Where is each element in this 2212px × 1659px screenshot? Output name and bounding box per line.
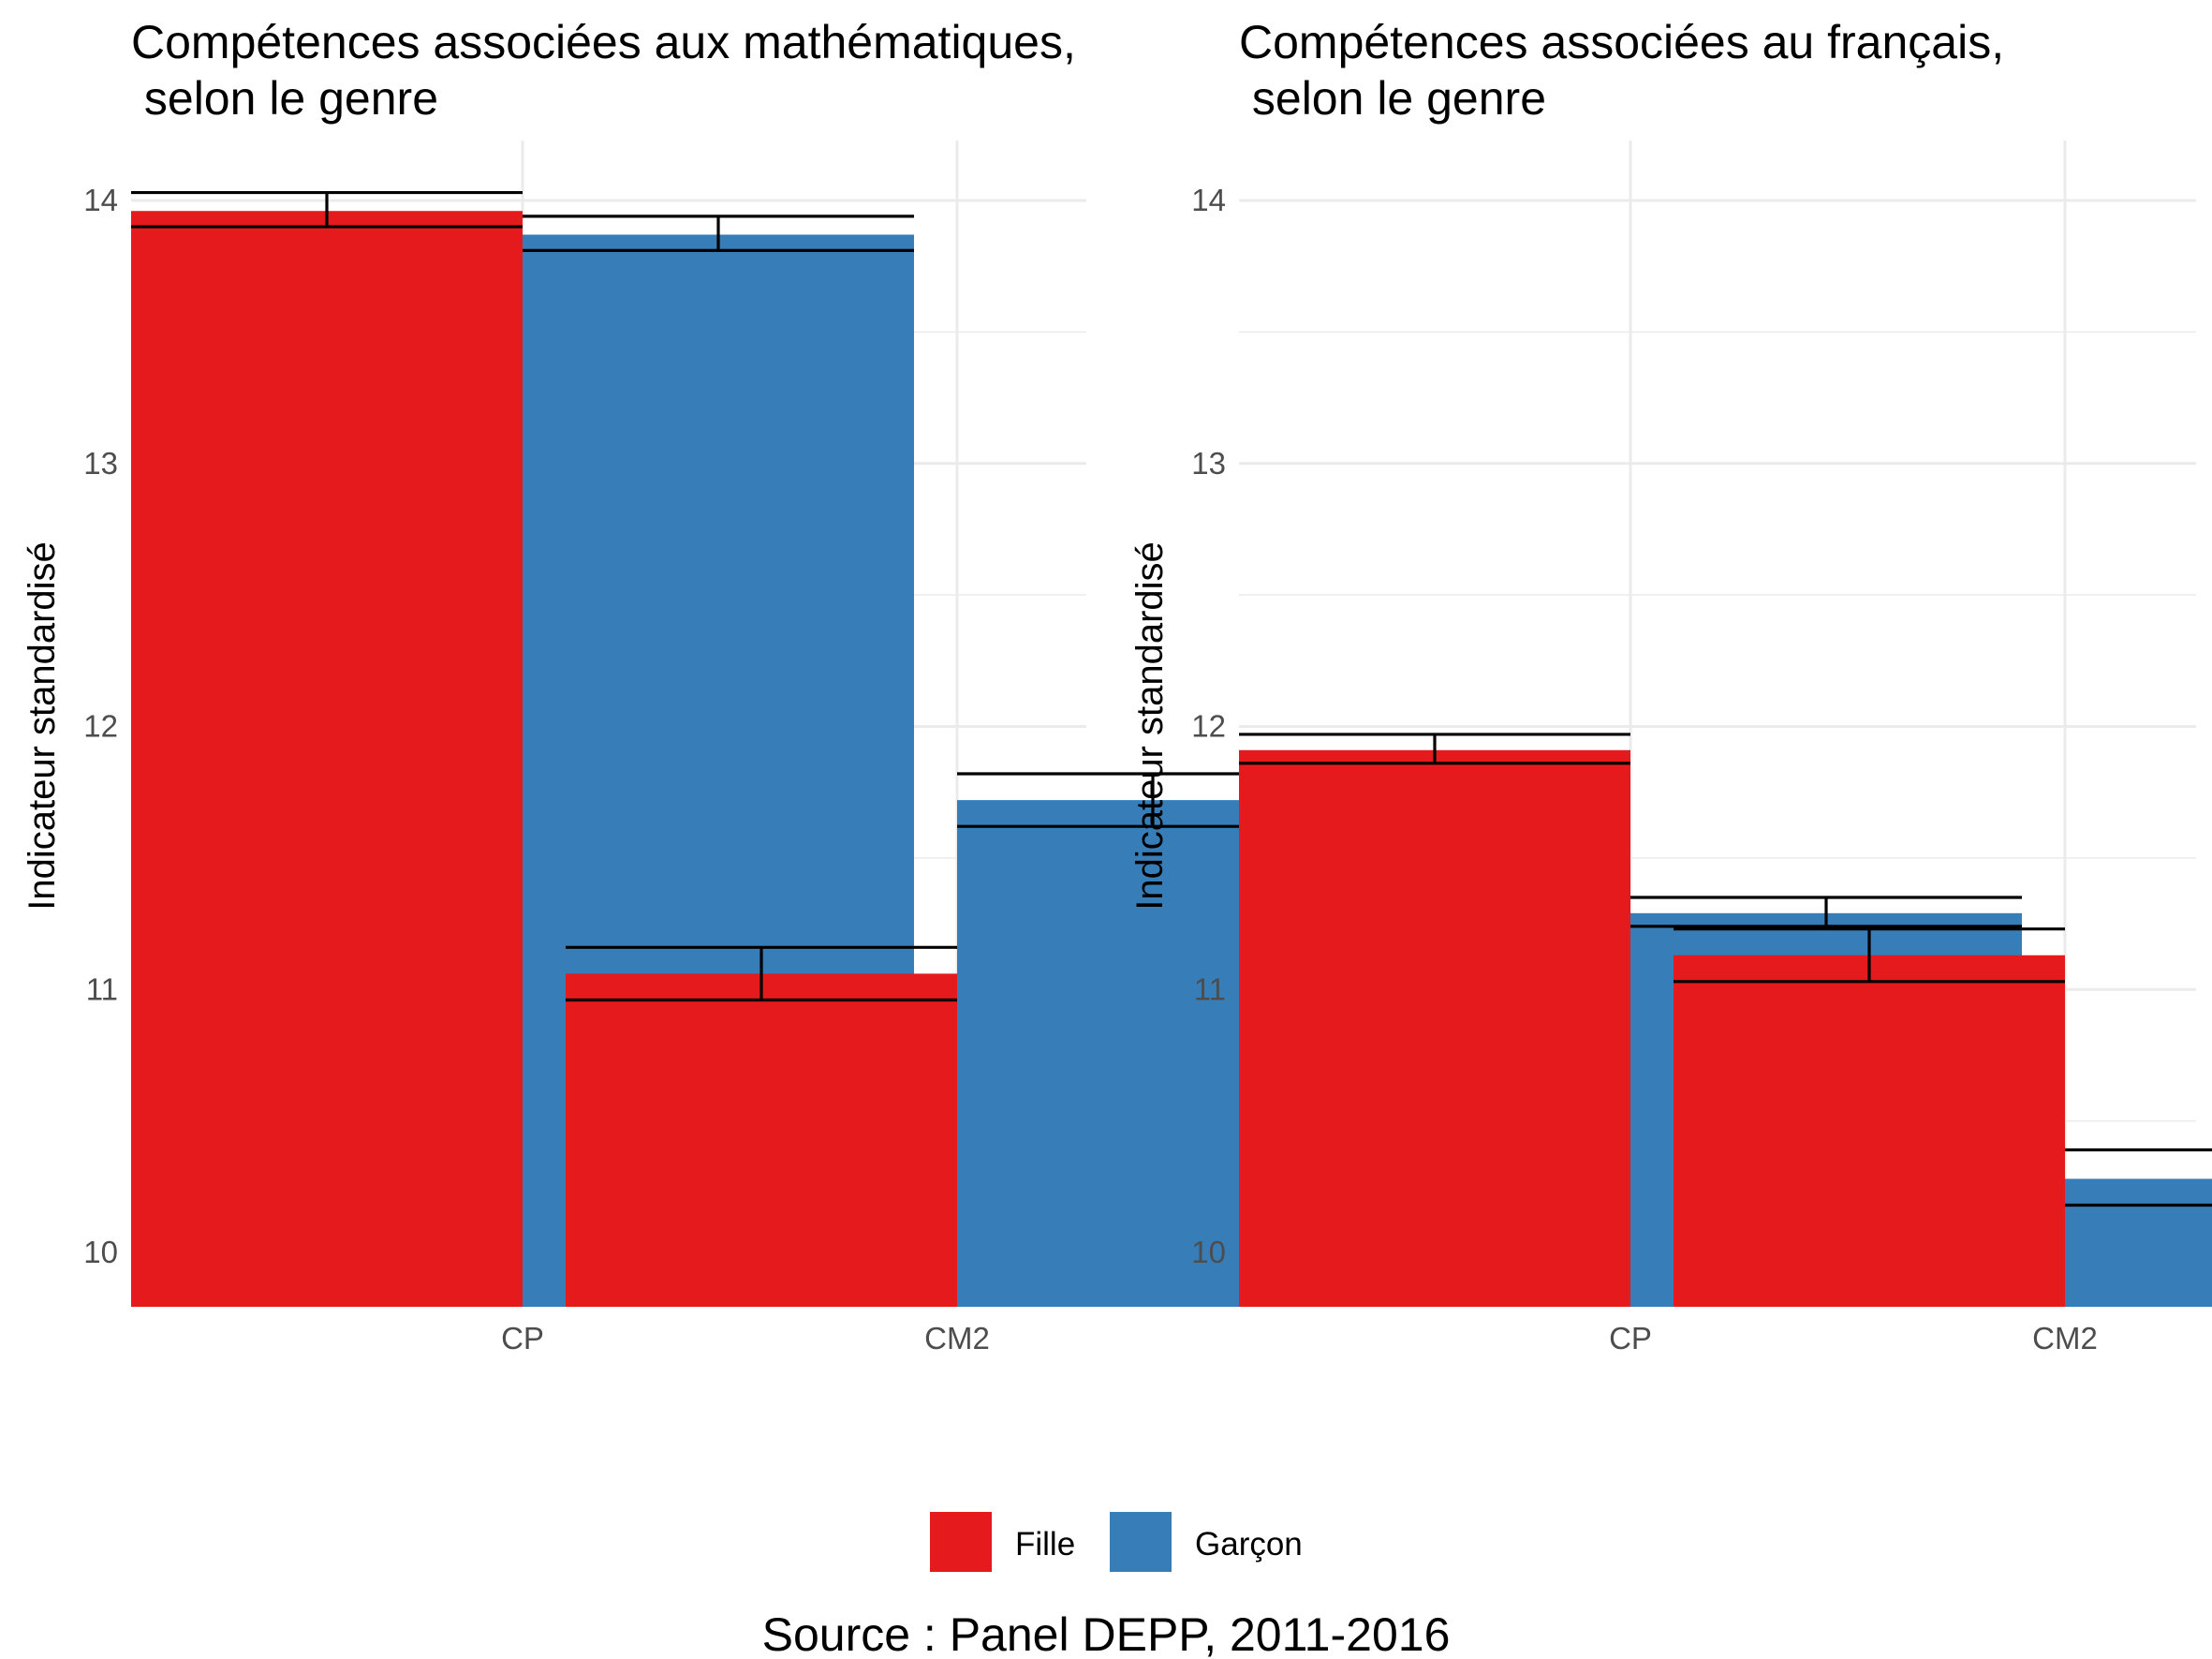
error-bar-fille-cp: [131, 190, 523, 229]
error-bar-fille-cm2: [566, 945, 957, 1002]
y-tick-label: 13: [1191, 446, 1226, 481]
x-tick-label-cm2: CM2: [924, 1321, 990, 1355]
error-bar-fille-cm2: [1674, 927, 2065, 984]
legend: Fille Garçon: [930, 1512, 1303, 1572]
error-bar-garon-cp: [1630, 896, 2022, 928]
math-y-axis-label: Indicateur standardisé: [22, 541, 63, 911]
y-tick-label: 13: [83, 446, 118, 481]
y-tick-label: 11: [1194, 971, 1226, 1006]
french-title-line2: selon le genre: [1239, 72, 1546, 125]
bars: [1239, 749, 2212, 1307]
source-caption: Source : Panel DEPP, 2011-2016: [762, 1608, 1451, 1659]
legend-swatch-garcon: [1110, 1512, 1172, 1572]
error-bar-garon-cp: [523, 215, 914, 252]
legend-label-garcon: Garçon: [1195, 1526, 1303, 1563]
bar-fille-cp: [1239, 749, 1630, 1307]
bar-fille-cm2: [1674, 955, 2065, 1307]
error-bars: [1239, 733, 2212, 1207]
y-tick-label: 12: [1191, 709, 1226, 744]
legend-label-fille: Fille: [1015, 1526, 1075, 1563]
french-panel: Compétences associées au français, selon…: [1129, 16, 2212, 1355]
bar-fille-cp: [131, 211, 523, 1308]
y-tick-label: 12: [83, 709, 118, 744]
math-title-line2: selon le genre: [131, 72, 438, 125]
y-tick-label: 14: [83, 183, 118, 217]
y-tick-label: 10: [1191, 1235, 1226, 1269]
x-tick-label-cp: CP: [501, 1321, 544, 1355]
y-tick-label: 10: [83, 1235, 118, 1269]
french-title-line1: Compétences associées au français,: [1239, 16, 2004, 68]
y-tick-label: 14: [1191, 183, 1226, 217]
bar-garon-cm2: [2065, 1178, 2212, 1307]
error-bar-fille-cp: [1239, 733, 1630, 765]
y-tick-label: 11: [86, 971, 118, 1006]
legend-swatch-fille: [930, 1512, 992, 1572]
bar-fille-cm2: [566, 973, 957, 1307]
x-tick-label-cm2: CM2: [2032, 1321, 2098, 1355]
x-tick-label-cp: CP: [1609, 1321, 1652, 1355]
math-title-line1: Compétences associées aux mathématiques,: [131, 16, 1076, 68]
french-y-axis-label: Indicateur standardisé: [1129, 541, 1171, 911]
error-bar-garon-cm2: [2065, 1148, 2212, 1207]
